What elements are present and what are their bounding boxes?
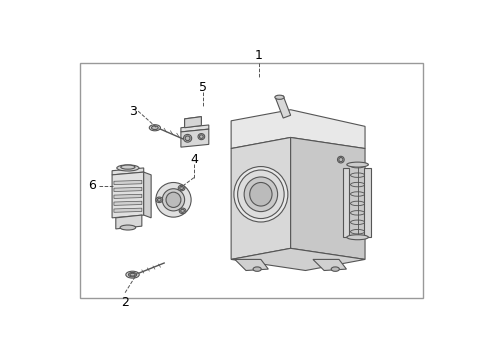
Ellipse shape	[275, 95, 284, 99]
Polygon shape	[114, 187, 142, 192]
Polygon shape	[276, 96, 290, 118]
Polygon shape	[235, 260, 268, 270]
Ellipse shape	[157, 198, 161, 201]
Ellipse shape	[126, 271, 139, 278]
Ellipse shape	[129, 273, 137, 277]
Ellipse shape	[250, 183, 272, 206]
Polygon shape	[144, 172, 151, 218]
Polygon shape	[181, 129, 209, 147]
Ellipse shape	[152, 126, 158, 130]
Ellipse shape	[179, 208, 186, 213]
Bar	[81, 63, 423, 298]
Ellipse shape	[180, 209, 184, 212]
Polygon shape	[313, 260, 347, 270]
Ellipse shape	[238, 170, 284, 219]
Polygon shape	[181, 125, 209, 132]
Polygon shape	[290, 138, 365, 260]
Text: 5: 5	[199, 81, 207, 94]
Ellipse shape	[117, 165, 139, 171]
Ellipse shape	[339, 158, 343, 162]
Ellipse shape	[149, 125, 160, 131]
Ellipse shape	[120, 225, 136, 230]
Ellipse shape	[185, 136, 190, 141]
Polygon shape	[231, 110, 365, 149]
Polygon shape	[114, 180, 142, 185]
Text: 3: 3	[129, 105, 136, 118]
Bar	[343, 168, 349, 237]
Ellipse shape	[183, 134, 192, 142]
Ellipse shape	[244, 177, 277, 212]
Bar	[364, 168, 371, 237]
Ellipse shape	[200, 135, 203, 138]
Ellipse shape	[198, 134, 204, 140]
Polygon shape	[114, 194, 142, 198]
Text: 2: 2	[121, 296, 129, 309]
Ellipse shape	[166, 192, 181, 207]
Ellipse shape	[180, 186, 183, 189]
Polygon shape	[112, 172, 144, 218]
Ellipse shape	[121, 165, 135, 169]
Polygon shape	[185, 117, 202, 128]
Polygon shape	[114, 208, 142, 212]
Ellipse shape	[162, 189, 185, 211]
Polygon shape	[231, 248, 365, 270]
Polygon shape	[114, 201, 142, 205]
Ellipse shape	[234, 167, 288, 222]
Polygon shape	[231, 138, 290, 260]
Ellipse shape	[130, 273, 135, 276]
Polygon shape	[185, 117, 202, 125]
Text: 6: 6	[88, 179, 96, 193]
Polygon shape	[116, 215, 142, 229]
Text: 1: 1	[255, 49, 263, 62]
Text: 4: 4	[190, 153, 198, 166]
Ellipse shape	[156, 183, 191, 217]
Polygon shape	[112, 168, 144, 175]
Ellipse shape	[331, 267, 339, 271]
Ellipse shape	[253, 267, 261, 271]
Ellipse shape	[337, 156, 344, 163]
Ellipse shape	[156, 197, 163, 203]
Ellipse shape	[178, 185, 185, 191]
Ellipse shape	[347, 162, 368, 167]
Ellipse shape	[347, 235, 368, 240]
